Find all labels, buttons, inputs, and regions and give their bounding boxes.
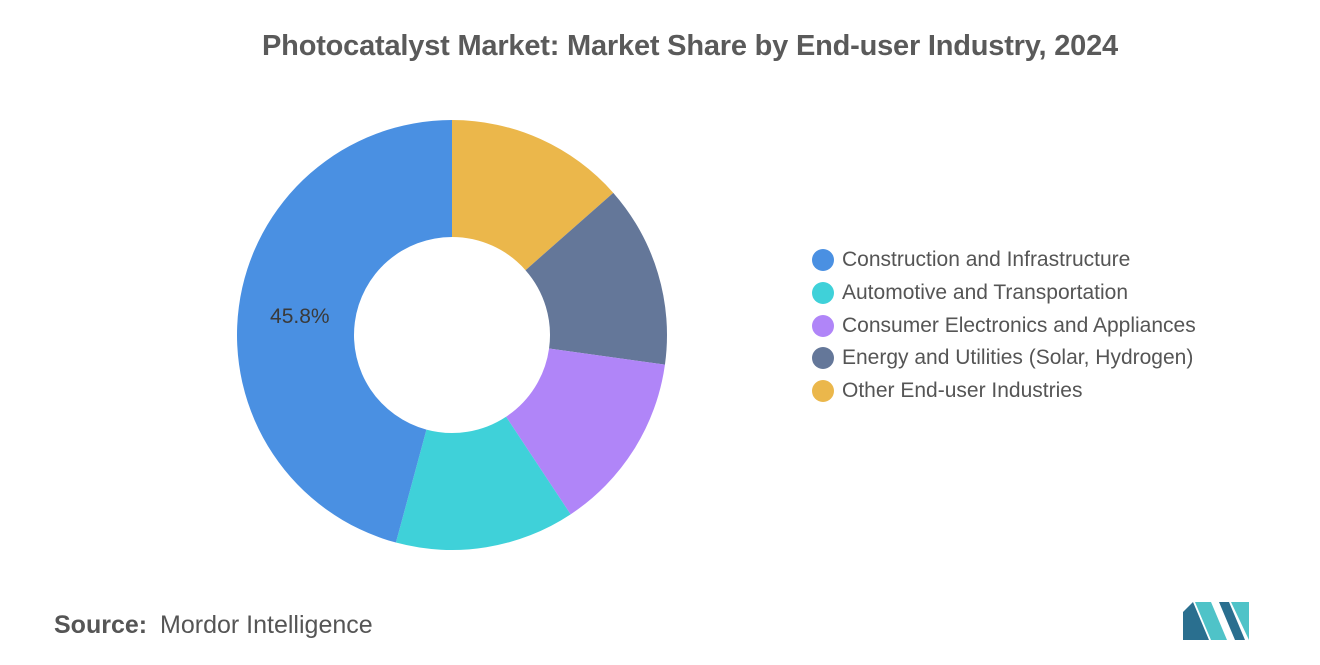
chart-legend: Construction and Infrastructure Automotiv… bbox=[812, 244, 1312, 407]
mordor-intelligence-logo-icon bbox=[1183, 602, 1249, 640]
legend-label: Other End-user Industries bbox=[842, 379, 1083, 403]
source-value: Mordor Intelligence bbox=[160, 611, 373, 639]
legend-item: Construction and Infrastructure bbox=[812, 244, 1312, 277]
legend-swatch-icon bbox=[812, 282, 834, 305]
legend-label: Consumer Electronics and Appliances bbox=[842, 313, 1196, 337]
donut-slice-consumer-electronics-and-appliances bbox=[506, 348, 665, 515]
legend-swatch-icon bbox=[812, 314, 834, 337]
data-label-construction-and-infrastructure: 45.8% bbox=[270, 305, 330, 328]
legend-item: Automotive and Transportation bbox=[812, 277, 1312, 310]
donut-slice-automotive-and-transportation bbox=[395, 416, 571, 550]
legend-item: Energy and Utilities (Solar, Hydrogen) bbox=[812, 342, 1312, 375]
legend-label: Automotive and Transportation bbox=[842, 281, 1129, 305]
legend-item: Other End-user Industries bbox=[812, 375, 1312, 408]
legend-swatch-icon bbox=[812, 380, 834, 403]
donut-slice-energy-and-utilities-solar-hydrogen bbox=[525, 192, 667, 365]
donut-slice-other-end-user-industries bbox=[452, 120, 614, 271]
source-label: Source: bbox=[54, 611, 148, 639]
legend-swatch-icon bbox=[812, 347, 834, 370]
legend-label: Energy and Utilities (Solar, Hydrogen) bbox=[842, 346, 1194, 370]
chart-title: Photocatalyst Market: Market Share by En… bbox=[262, 30, 1118, 62]
legend-item: Consumer Electronics and Appliances bbox=[812, 309, 1312, 342]
source-note: Source: Mordor Intelligence bbox=[54, 611, 373, 640]
legend-label: Construction and Infrastructure bbox=[842, 248, 1131, 272]
legend-swatch-icon bbox=[812, 249, 834, 272]
donut-slice-construction-and-infrastructure bbox=[237, 120, 452, 543]
